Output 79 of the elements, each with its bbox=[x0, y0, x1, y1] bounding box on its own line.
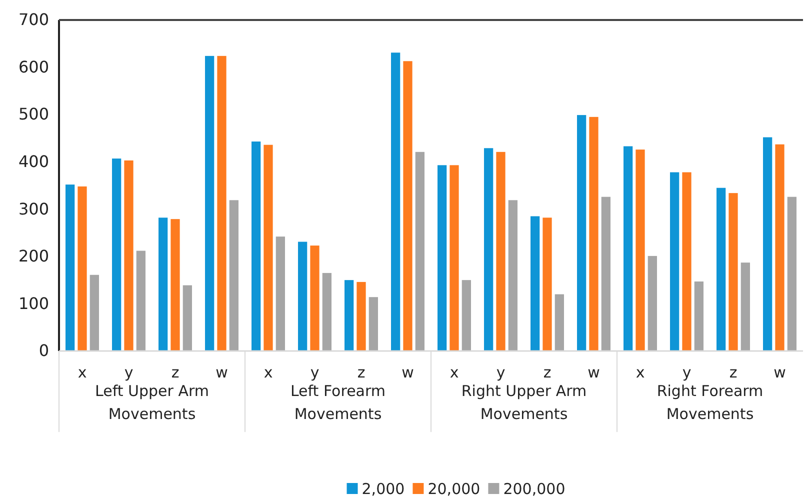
y-tick-label: 600 bbox=[18, 57, 49, 76]
bar bbox=[344, 280, 354, 351]
x-tick-label: z bbox=[357, 364, 366, 382]
bar bbox=[322, 272, 332, 351]
bar bbox=[508, 200, 518, 351]
text: Left Upper Arm Movements bbox=[95, 382, 209, 423]
y-tick-label: 0 bbox=[38, 341, 49, 360]
bar bbox=[670, 172, 680, 351]
bar bbox=[682, 172, 692, 351]
bar bbox=[530, 216, 540, 351]
x-tick-label: w bbox=[402, 364, 414, 382]
bar bbox=[438, 165, 447, 351]
y-tick-label: 400 bbox=[18, 152, 49, 171]
bar bbox=[787, 196, 796, 351]
bar bbox=[391, 52, 400, 351]
legend-label: 200,000 bbox=[503, 480, 566, 498]
bar bbox=[403, 61, 412, 351]
x-tick-label: z bbox=[171, 364, 180, 382]
bar bbox=[217, 56, 226, 351]
bar bbox=[636, 150, 645, 351]
x-tick-label: z bbox=[543, 364, 552, 382]
bar bbox=[90, 274, 99, 351]
bar bbox=[462, 280, 471, 351]
x-tick-label: y bbox=[124, 364, 134, 382]
bar bbox=[170, 219, 180, 351]
bar bbox=[740, 262, 750, 351]
bar bbox=[601, 196, 610, 351]
x-tick-label: y bbox=[682, 364, 692, 382]
x-tick-label: w bbox=[588, 364, 600, 382]
bar bbox=[158, 218, 168, 351]
x-tick-label: z bbox=[729, 364, 738, 382]
text: Right Forearm Movements bbox=[656, 382, 764, 423]
y-tick-label: 500 bbox=[18, 104, 49, 124]
y-tick-label: 700 bbox=[18, 10, 49, 30]
text: Left Forearm Movements bbox=[290, 382, 386, 423]
legend-label: 2,000 bbox=[362, 480, 405, 498]
bar bbox=[368, 297, 378, 351]
bar bbox=[484, 148, 494, 351]
y-tick-label: 300 bbox=[18, 199, 49, 218]
bar bbox=[775, 144, 784, 351]
x-tick-label: x bbox=[78, 364, 87, 382]
x-tick-label: x bbox=[636, 364, 645, 382]
bar bbox=[276, 236, 285, 351]
bar bbox=[415, 152, 424, 351]
bar bbox=[310, 246, 320, 351]
bar bbox=[136, 250, 146, 351]
x-tick-label: w bbox=[216, 364, 228, 382]
bar bbox=[264, 144, 273, 351]
x-tick-label: y bbox=[310, 364, 320, 382]
bar bbox=[542, 218, 552, 351]
bar bbox=[182, 285, 192, 351]
bar bbox=[694, 281, 704, 351]
bar bbox=[298, 242, 308, 351]
bar bbox=[648, 256, 657, 351]
bar bbox=[554, 294, 564, 351]
x-tick-label: w bbox=[774, 364, 786, 382]
bar bbox=[496, 152, 506, 351]
bar bbox=[205, 56, 214, 351]
x-tick-label: x bbox=[264, 364, 273, 382]
bar bbox=[252, 142, 261, 351]
bar bbox=[229, 200, 238, 351]
bar bbox=[624, 146, 633, 351]
text: Right Upper Arm Movements bbox=[461, 382, 587, 423]
bar bbox=[124, 160, 134, 351]
bar bbox=[450, 165, 459, 351]
x-tick-label: x bbox=[450, 364, 459, 382]
bar bbox=[589, 116, 598, 351]
bar bbox=[66, 184, 75, 351]
bar bbox=[728, 193, 738, 351]
bar bbox=[577, 115, 586, 351]
legend-label: 20,000 bbox=[428, 480, 480, 498]
bar bbox=[763, 137, 772, 351]
x-tick-label: y bbox=[496, 364, 506, 382]
y-tick-label: 200 bbox=[18, 246, 49, 266]
bar bbox=[78, 186, 87, 351]
y-tick-label: 100 bbox=[18, 294, 49, 313]
bar bbox=[356, 282, 366, 351]
bar bbox=[716, 188, 726, 351]
bar bbox=[112, 158, 122, 351]
